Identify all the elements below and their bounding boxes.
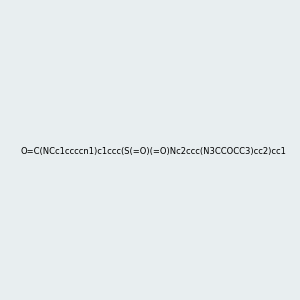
Text: O=C(NCc1ccccn1)c1ccc(S(=O)(=O)Nc2ccc(N3CCOCC3)cc2)cc1: O=C(NCc1ccccn1)c1ccc(S(=O)(=O)Nc2ccc(N3C… <box>21 147 287 156</box>
